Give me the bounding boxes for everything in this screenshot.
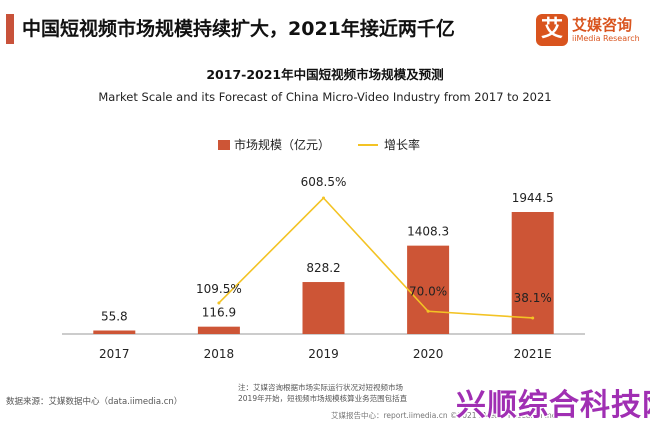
bar-label-2020: 1408.3 bbox=[407, 225, 449, 239]
growth-label-2020: 70.0% bbox=[409, 284, 447, 298]
logo-name: 艾媒咨询 bbox=[572, 16, 633, 34]
legend-label-growth-rate: 增长率 bbox=[384, 138, 421, 152]
growth-label-2021E: 38.1% bbox=[514, 291, 552, 305]
logo-subtitle: iiMedia Research bbox=[572, 34, 640, 43]
x-tick-label-2020: 2020 bbox=[413, 347, 444, 361]
title-accent-bar bbox=[6, 14, 14, 44]
bar-label-2018: 116.9 bbox=[202, 306, 236, 320]
legend-bar-swatch bbox=[218, 140, 230, 150]
header: 中国短视频市场规模持续扩大，2021年接近两千亿 艾 艾媒咨询 iiMedia … bbox=[0, 0, 650, 56]
growth-label-2019: 608.5% bbox=[301, 175, 347, 189]
growth-point-2021E bbox=[531, 316, 535, 320]
footnote: 注：艾媒咨询根据市场实际运行状况对短视频市场 2019年开始，短视频市场规模核算… bbox=[238, 382, 458, 404]
chart-title: 2017-2021年中国短视频市场规模及预测 bbox=[206, 67, 444, 82]
bar-2018 bbox=[197, 326, 240, 334]
legend-line-swatch bbox=[358, 144, 378, 146]
x-tick-label-2019: 2019 bbox=[308, 347, 339, 361]
x-tick-label-2018: 2018 bbox=[204, 347, 235, 361]
growth-point-2018 bbox=[217, 301, 221, 305]
watermark: 兴顺综合科技网 bbox=[456, 388, 650, 423]
page-title: 中国短视频市场规模持续扩大，2021年接近两千亿 bbox=[22, 18, 455, 40]
x-tick-label-2021E: 2021E bbox=[514, 347, 552, 361]
chart-subtitle: Market Scale and its Forecast of China M… bbox=[98, 90, 552, 104]
bar-label-2017: 55.8 bbox=[101, 309, 128, 323]
report-center-credit: 艾媒报告中心：report.iimedia.cn ©2021 iiMedia R… bbox=[331, 411, 556, 420]
growth-label-2018: 109.5% bbox=[196, 282, 242, 296]
legend-label-market-scale: 市场规模（亿元） bbox=[234, 138, 331, 152]
bar-label-2019: 828.2 bbox=[306, 261, 340, 275]
brand-logo: 艾 艾媒咨询 iiMedia Research bbox=[536, 14, 646, 50]
logo-mark-icon: 艾 bbox=[536, 14, 568, 46]
bar-2017 bbox=[93, 330, 136, 334]
bar-2021E bbox=[511, 212, 554, 334]
data-source: 数据来源：艾媒数据中心（data.iimedia.cn） bbox=[6, 397, 183, 407]
bar-2019 bbox=[302, 282, 345, 334]
growth-point-2019 bbox=[322, 196, 325, 200]
bar-2020 bbox=[407, 245, 450, 334]
growth-rate-line bbox=[218, 196, 533, 319]
bar-label-2021E: 1944.5 bbox=[512, 191, 554, 205]
footnote-line-2: 2019年开始，短视频市场规模核算业务范围包括直 bbox=[238, 394, 408, 403]
growth-point-2020 bbox=[426, 309, 430, 313]
footnote-line-1: 注：艾媒咨询根据市场实际运行状况对短视频市场 bbox=[238, 383, 403, 392]
x-tick-label-2017: 2017 bbox=[99, 347, 130, 361]
